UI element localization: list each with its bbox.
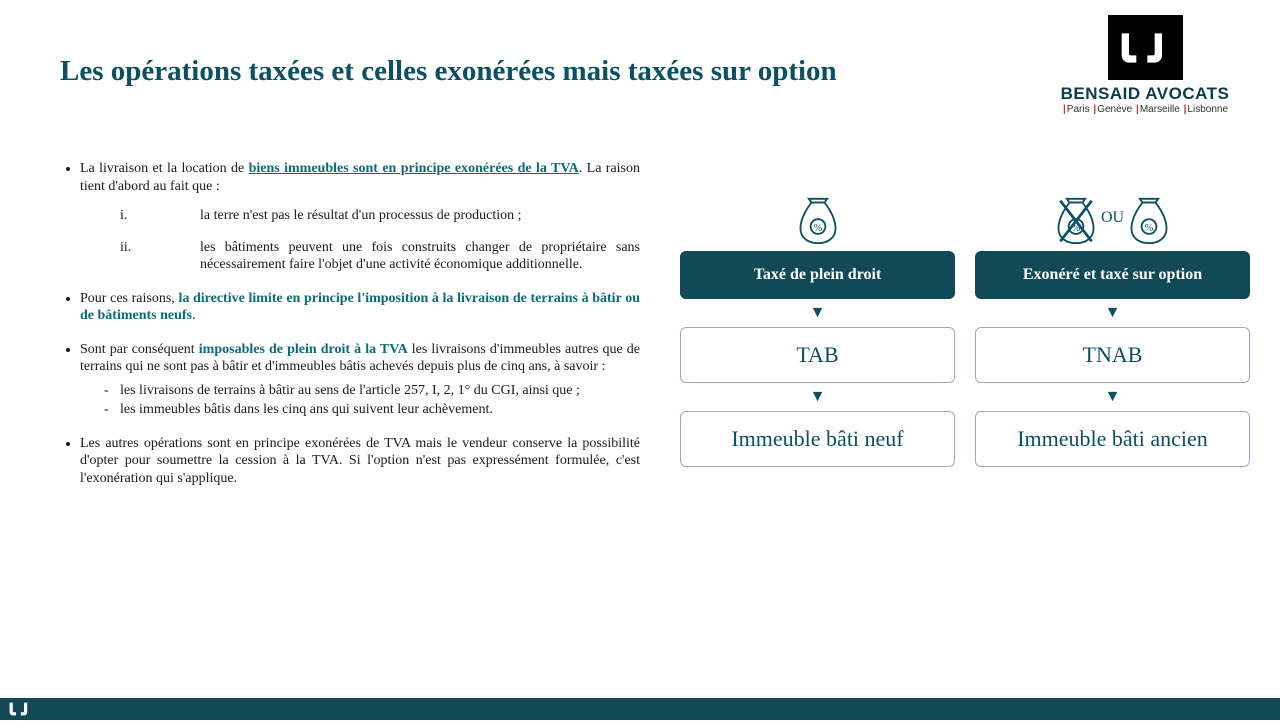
logo-name: BENSAID AVOCATS xyxy=(1040,84,1250,104)
ou-label: OU xyxy=(1101,209,1124,227)
svg-text:%: % xyxy=(1145,223,1154,234)
money-bag-icon: % xyxy=(1128,197,1170,245)
highlight-text: biens immeubles sont en principe exonéré… xyxy=(249,161,579,176)
icon-row: % OU % xyxy=(1055,190,1170,245)
box-immeuble-ancien: Immeuble bâti ancien xyxy=(975,411,1250,467)
roman-list: i. la terre n'est pas le résultat d'un p… xyxy=(120,207,640,274)
arrow-down-icon: ▼ xyxy=(810,305,826,321)
diagram-col-right: % OU % Exonéré et taxé sur option ▼ TNAB… xyxy=(975,190,1250,467)
arrow-down-icon: ▼ xyxy=(1105,389,1121,405)
slide: BENSAID AVOCATS |Paris |Genève |Marseill… xyxy=(0,0,1280,720)
highlight-text: imposables de plein droit à la TVA xyxy=(199,342,408,357)
icon-row: % xyxy=(797,190,839,245)
bullet-4: Les autres opérations sont en principe e… xyxy=(80,435,640,488)
logo-block: BENSAID AVOCATS |Paris |Genève |Marseill… xyxy=(1040,15,1250,115)
bullet-1: La livraison et la location de biens imm… xyxy=(80,160,640,274)
box-tnab: TNAB xyxy=(975,327,1250,383)
diagram-col-left: % Taxé de plein droit ▼ TAB ▼ Immeuble b… xyxy=(680,190,955,467)
box-header-left: Taxé de plein droit xyxy=(680,251,955,299)
roman-item-ii: ii. les bâtiments peuvent une fois const… xyxy=(120,239,640,274)
footer-bar xyxy=(0,698,1280,720)
svg-text:%: % xyxy=(813,223,822,234)
box-immeuble-neuf: Immeuble bâti neuf xyxy=(680,411,955,467)
logo-cities: |Paris |Genève |Marseille |Lisbonne xyxy=(1040,104,1250,115)
bullet-2: Pour ces raisons, la directive limite en… xyxy=(80,290,640,325)
dash-item: -les livraisons de terrains à bâtir au s… xyxy=(104,382,640,400)
diagram: % Taxé de plein droit ▼ TAB ▼ Immeuble b… xyxy=(680,190,1250,467)
logo-mark xyxy=(1108,15,1183,80)
box-header-right: Exonéré et taxé sur option xyxy=(975,251,1250,299)
logo-glyph-icon xyxy=(1118,28,1173,68)
roman-item-i: i. la terre n'est pas le résultat d'un p… xyxy=(120,207,640,225)
arrow-down-icon: ▼ xyxy=(1105,305,1121,321)
dash-item: -les immeubles bâtis dans les cinq ans q… xyxy=(104,401,640,419)
money-bag-icon: % xyxy=(797,197,839,245)
dash-list: -les livraisons de terrains à bâtir au s… xyxy=(104,382,640,419)
page-title: Les opérations taxées et celles exonérée… xyxy=(60,55,837,88)
bullet-3: Sont par conséquent imposables de plein … xyxy=(80,341,640,419)
arrow-down-icon: ▼ xyxy=(810,389,826,405)
footer-logo-icon xyxy=(8,701,32,717)
money-bag-crossed-icon: % xyxy=(1055,197,1097,245)
box-tab: TAB xyxy=(680,327,955,383)
text-content: La livraison et la location de biens imm… xyxy=(60,160,640,503)
